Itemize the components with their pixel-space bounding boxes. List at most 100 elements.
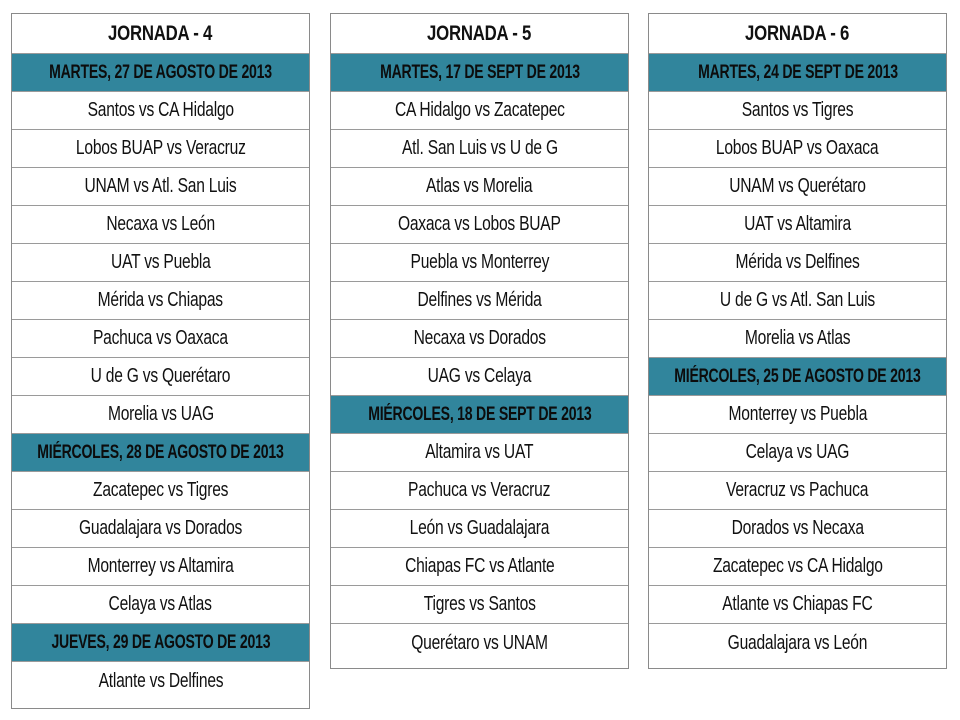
match-text: Atlas vs Morelia: [426, 175, 533, 197]
match-row: Celaya vs Atlas: [12, 586, 309, 624]
match-row: Lobos BUAP vs Oaxaca: [649, 130, 946, 168]
match-text: CA Hidalgo vs Zacatepec: [394, 99, 565, 121]
match-text: Necaxa vs Dorados: [413, 327, 546, 349]
match-text: Tigres vs Santos: [423, 593, 536, 615]
date-header-row: MARTES, 27 DE AGOSTO DE 2013: [12, 54, 309, 92]
match-text: UAT vs Puebla: [110, 251, 211, 273]
match-text: Pachuca vs Oaxaca: [93, 327, 228, 349]
match-text: Guadalajara vs Dorados: [78, 517, 243, 539]
jornada-title: JORNADA - 6: [649, 14, 946, 54]
match-row: Chiapas FC vs Atlante: [331, 548, 628, 586]
date-header-text: MIÉRCOLES, 28 DE AGOSTO DE 2013: [37, 441, 284, 463]
date-header-row: MARTES, 24 DE SEPT DE 2013: [649, 54, 946, 92]
match-text: Puebla vs Monterrey: [410, 251, 549, 273]
match-text: Santos vs CA Hidalgo: [87, 99, 234, 121]
match-text: UAG vs Celaya: [427, 365, 532, 387]
match-text: Lobos BUAP vs Oaxaca: [716, 137, 879, 159]
date-header-row: MIÉRCOLES, 28 DE AGOSTO DE 2013: [12, 434, 309, 472]
jornada-5-table: JORNADA - 5 MARTES, 17 DE SEPT DE 2013 CA …: [330, 13, 629, 669]
match-row: Monterrey vs Altamira: [12, 548, 309, 586]
match-text: UAT vs Altamira: [744, 213, 851, 235]
match-text: Monterrey vs Altamira: [87, 555, 234, 577]
match-row: Atlante vs Chiapas FC: [649, 586, 946, 624]
match-row: Santos vs CA Hidalgo: [12, 92, 309, 130]
match-text: Guadalajara vs León: [727, 631, 868, 654]
date-header-text: MARTES, 27 DE AGOSTO DE 2013: [49, 61, 272, 83]
match-row: Mérida vs Delfines: [649, 244, 946, 282]
jornada-title: JORNADA - 4: [12, 14, 309, 54]
match-row: Oaxaca vs Lobos BUAP: [331, 206, 628, 244]
match-row: UAG vs Celaya: [331, 358, 628, 396]
match-row: Necaxa vs Dorados: [331, 320, 628, 358]
match-row: Altamira vs UAT: [331, 434, 628, 472]
match-text: U de G vs Atl. San Luis: [719, 289, 876, 311]
match-text: Zacatepec vs Tigres: [92, 479, 229, 501]
match-row: UNAM vs Querétaro: [649, 168, 946, 206]
match-text: Morelia vs UAG: [107, 403, 214, 425]
match-row: Pachuca vs Veracruz: [331, 472, 628, 510]
match-text: Lobos BUAP vs Veracruz: [75, 137, 246, 159]
match-row: Veracruz vs Pachuca: [649, 472, 946, 510]
jornada-title-text: JORNADA - 6: [745, 21, 850, 45]
jornada-4-table: JORNADA - 4 MARTES, 27 DE AGOSTO DE 2013 S…: [11, 13, 310, 709]
match-row: Guadalajara vs León: [649, 624, 946, 662]
match-row: Guadalajara vs Dorados: [12, 510, 309, 548]
date-header-text: MARTES, 17 DE SEPT DE 2013: [379, 61, 580, 83]
match-text: Oaxaca vs Lobos BUAP: [398, 213, 561, 235]
match-row: Monterrey vs Puebla: [649, 396, 946, 434]
match-text: Veracruz vs Pachuca: [726, 479, 869, 501]
match-row: Zacatepec vs Tigres: [12, 472, 309, 510]
match-row: León vs Guadalajara: [331, 510, 628, 548]
match-row: Atl. San Luis vs U de G: [331, 130, 628, 168]
match-row: UAT vs Puebla: [12, 244, 309, 282]
match-row: Tigres vs Santos: [331, 586, 628, 624]
match-text: Atlante vs Delfines: [98, 669, 223, 692]
match-text: Santos vs Tigres: [741, 99, 854, 121]
match-text: Dorados vs Necaxa: [731, 517, 864, 539]
match-text: U de G vs Querétaro: [90, 365, 231, 387]
date-header-text: MARTES, 24 DE SEPT DE 2013: [697, 61, 898, 83]
jornada-title-text: JORNADA - 4: [108, 21, 213, 45]
match-text: León vs Guadalajara: [409, 517, 550, 539]
match-text: Monterrey vs Puebla: [728, 403, 867, 425]
date-header-row: MARTES, 17 DE SEPT DE 2013: [331, 54, 628, 92]
match-row: Celaya vs UAG: [649, 434, 946, 472]
match-row: U de G vs Querétaro: [12, 358, 309, 396]
match-text: UNAM vs Querétaro: [729, 175, 866, 197]
match-row: Necaxa vs León: [12, 206, 309, 244]
match-text: Atl. San Luis vs U de G: [401, 137, 558, 159]
match-row: CA Hidalgo vs Zacatepec: [331, 92, 628, 130]
match-row: Santos vs Tigres: [649, 92, 946, 130]
match-row: Zacatepec vs CA Hidalgo: [649, 548, 946, 586]
match-text: Delfines vs Mérida: [417, 289, 542, 311]
match-text: UNAM vs Atl. San Luis: [84, 175, 237, 197]
match-text: Chiapas FC vs Atlante: [404, 555, 555, 577]
match-text: Morelia vs Atlas: [744, 327, 851, 349]
match-text: Mérida vs Delfines: [735, 251, 860, 273]
match-text: Altamira vs UAT: [425, 441, 534, 463]
match-row: UNAM vs Atl. San Luis: [12, 168, 309, 206]
match-text: Celaya vs UAG: [745, 441, 850, 463]
match-text: Celaya vs Atlas: [108, 593, 213, 615]
match-text: Zacatepec vs CA Hidalgo: [712, 555, 883, 577]
match-text: Mérida vs Chiapas: [97, 289, 224, 311]
match-row: Morelia vs UAG: [12, 396, 309, 434]
date-header-row: MIÉRCOLES, 25 DE AGOSTO DE 2013: [649, 358, 946, 396]
match-row: Morelia vs Atlas: [649, 320, 946, 358]
date-header-row: JUEVES, 29 DE AGOSTO DE 2013: [12, 624, 309, 662]
date-header-text: MIÉRCOLES, 25 DE AGOSTO DE 2013: [674, 365, 921, 387]
match-text: Querétaro vs UNAM: [411, 631, 548, 654]
match-text: Necaxa vs León: [106, 213, 215, 235]
date-header-text: JUEVES, 29 DE AGOSTO DE 2013: [51, 631, 270, 653]
match-row: Mérida vs Chiapas: [12, 282, 309, 320]
match-text: Pachuca vs Veracruz: [408, 479, 551, 501]
match-row: UAT vs Altamira: [649, 206, 946, 244]
match-row: Querétaro vs UNAM: [331, 624, 628, 662]
jornada-6-table: JORNADA - 6 MARTES, 24 DE SEPT DE 2013 San…: [648, 13, 947, 669]
match-row: Lobos BUAP vs Veracruz: [12, 130, 309, 168]
match-row: Atlante vs Delfines: [12, 662, 309, 700]
match-row: Dorados vs Necaxa: [649, 510, 946, 548]
date-header-text: MIÉRCOLES, 18 DE SEPT DE 2013: [367, 403, 592, 425]
jornada-title: JORNADA - 5: [331, 14, 628, 54]
match-row: Delfines vs Mérida: [331, 282, 628, 320]
